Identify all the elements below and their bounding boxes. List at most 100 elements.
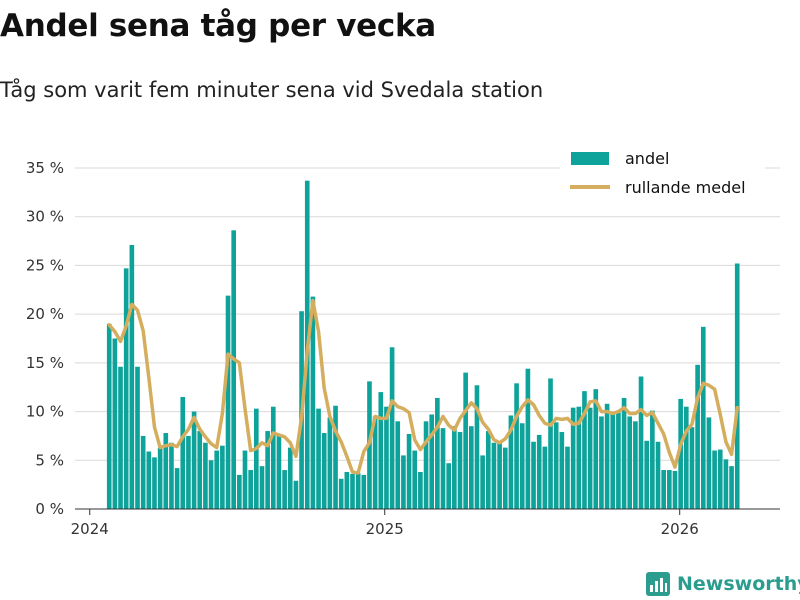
bar xyxy=(604,403,610,509)
x-tick-label: 2026 xyxy=(661,520,699,538)
bar xyxy=(485,431,491,509)
bar xyxy=(310,296,316,509)
rolling-mean-line xyxy=(107,298,739,475)
bar xyxy=(169,442,174,509)
bar xyxy=(242,450,248,509)
bar xyxy=(423,421,429,509)
bar xyxy=(644,440,650,509)
legend-label-rullande-medel: rullande medel xyxy=(625,178,746,197)
bar xyxy=(514,383,519,509)
bar xyxy=(480,455,485,509)
bar xyxy=(344,471,350,509)
bar xyxy=(468,426,474,509)
line-series xyxy=(107,298,739,475)
x-axis: 2024 2025 2026 xyxy=(71,508,780,538)
bar xyxy=(378,392,384,509)
bar xyxy=(717,449,723,509)
bar xyxy=(412,450,418,509)
bar xyxy=(118,366,123,509)
bar xyxy=(282,470,287,509)
bar xyxy=(525,368,531,509)
bar xyxy=(723,459,729,509)
legend: andel rullande medel xyxy=(560,145,765,205)
bar xyxy=(446,463,451,509)
bar xyxy=(355,472,361,509)
y-tick-label: 20 % xyxy=(26,305,64,323)
bar xyxy=(548,378,553,509)
y-tick-label: 0 % xyxy=(35,500,64,518)
bar xyxy=(502,447,508,509)
bar xyxy=(401,455,406,509)
bar xyxy=(389,347,395,509)
bar xyxy=(474,385,480,509)
bar xyxy=(163,433,169,509)
bar xyxy=(225,295,231,509)
bar xyxy=(700,326,706,509)
bar xyxy=(729,466,734,509)
bar xyxy=(112,338,118,509)
bar xyxy=(395,421,401,509)
legend-swatch-andel xyxy=(571,152,609,165)
y-tick-label: 15 % xyxy=(26,354,64,372)
newsworthy-brand: Newsworthy xyxy=(645,568,800,600)
y-tick-label: 5 % xyxy=(35,451,64,469)
bar xyxy=(565,446,570,509)
legend-label-andel: andel xyxy=(625,149,669,168)
bar xyxy=(248,470,253,509)
bar xyxy=(582,391,587,509)
chart-subtitle: Tåg som varit fem minuter sena vid Sveda… xyxy=(0,78,544,102)
bar xyxy=(678,398,683,509)
bar xyxy=(576,406,582,509)
bar xyxy=(667,470,672,509)
bar xyxy=(599,416,604,509)
brand-name: Newsworthy xyxy=(677,573,800,595)
newsworthy-logo-icon xyxy=(646,572,670,596)
bar xyxy=(531,441,536,509)
bar xyxy=(627,416,633,509)
bar xyxy=(712,450,717,509)
bar xyxy=(254,408,259,509)
bar xyxy=(372,416,378,509)
bar xyxy=(186,435,191,509)
bar xyxy=(655,441,661,509)
bar xyxy=(106,323,112,509)
bar xyxy=(650,410,655,509)
bar xyxy=(621,397,627,509)
bar xyxy=(610,411,616,509)
bar xyxy=(384,406,389,509)
bar xyxy=(203,442,208,509)
bar xyxy=(457,432,463,509)
bar xyxy=(259,466,265,509)
chart-title: Andel sena tåg per vecka xyxy=(0,8,436,44)
bar xyxy=(689,427,695,509)
bar xyxy=(265,431,270,509)
bar xyxy=(429,414,435,509)
bar xyxy=(135,366,140,509)
bar xyxy=(683,406,689,509)
bar xyxy=(463,372,468,509)
bar xyxy=(542,446,548,509)
bar xyxy=(418,471,423,509)
bar xyxy=(508,415,514,509)
bar xyxy=(140,435,146,509)
bar xyxy=(734,263,740,509)
bar xyxy=(129,244,135,509)
bar xyxy=(593,389,599,509)
bar xyxy=(350,473,355,509)
bar xyxy=(123,268,129,509)
bar xyxy=(214,450,220,509)
y-axis: 0 % 5 % 10 % 15 % 20 % 25 % 30 % 35 % xyxy=(26,159,64,518)
bar xyxy=(587,407,593,509)
bar xyxy=(536,434,542,509)
bar xyxy=(293,480,299,509)
bar xyxy=(270,406,276,509)
y-tick-label: 35 % xyxy=(26,159,64,177)
bar xyxy=(672,471,678,509)
bar xyxy=(706,417,712,509)
bar xyxy=(180,396,186,509)
bar xyxy=(276,435,282,509)
bar xyxy=(695,364,700,509)
bar xyxy=(570,407,576,509)
bar xyxy=(553,422,559,509)
